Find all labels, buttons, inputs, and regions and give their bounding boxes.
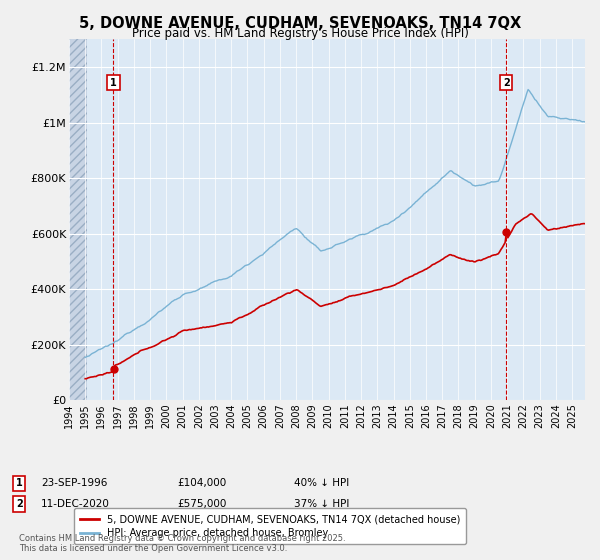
Legend: 5, DOWNE AVENUE, CUDHAM, SEVENOAKS, TN14 7QX (detached house), HPI: Average pric: 5, DOWNE AVENUE, CUDHAM, SEVENOAKS, TN14… bbox=[74, 508, 466, 544]
Text: 1: 1 bbox=[110, 77, 116, 87]
Text: Contains HM Land Registry data © Crown copyright and database right 2025.
This d: Contains HM Land Registry data © Crown c… bbox=[19, 534, 346, 553]
Text: 11-DEC-2020: 11-DEC-2020 bbox=[41, 499, 110, 509]
Text: £575,000: £575,000 bbox=[177, 499, 226, 509]
Text: 5, DOWNE AVENUE, CUDHAM, SEVENOAKS, TN14 7QX: 5, DOWNE AVENUE, CUDHAM, SEVENOAKS, TN14… bbox=[79, 16, 521, 31]
Text: 40% ↓ HPI: 40% ↓ HPI bbox=[294, 478, 349, 488]
Text: £104,000: £104,000 bbox=[177, 478, 226, 488]
Text: 1: 1 bbox=[16, 478, 23, 488]
Text: 2: 2 bbox=[16, 499, 23, 509]
Text: Price paid vs. HM Land Registry's House Price Index (HPI): Price paid vs. HM Land Registry's House … bbox=[131, 27, 469, 40]
Text: 37% ↓ HPI: 37% ↓ HPI bbox=[294, 499, 349, 509]
Text: 2: 2 bbox=[503, 77, 509, 87]
Text: 23-SEP-1996: 23-SEP-1996 bbox=[41, 478, 107, 488]
